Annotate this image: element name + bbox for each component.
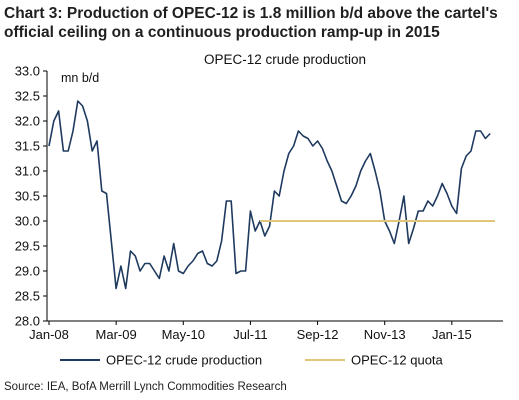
y-tick-label: 32.5 xyxy=(15,89,40,104)
series-line-production xyxy=(48,100,491,290)
x-tick-label: Jan-15 xyxy=(432,327,472,342)
y-tick-label: 28.0 xyxy=(15,314,40,329)
x-tick-label: Jul-11 xyxy=(233,327,267,342)
y-tick-label: 28.5 xyxy=(15,289,40,304)
y-tick-label: 29.0 xyxy=(15,264,40,279)
x-tick-label: Sep-12 xyxy=(297,327,339,342)
y-tick-label: 31.5 xyxy=(15,139,40,154)
legend-label: OPEC-12 quota xyxy=(351,353,444,368)
y-tick-label: 29.5 xyxy=(15,239,40,254)
y-tick-label: 31.0 xyxy=(15,164,40,179)
x-tick-label: Mar-09 xyxy=(96,327,137,342)
source-note: Source: IEA, BofA Merrill Lynch Commodit… xyxy=(4,381,287,393)
y-tick-label: 30.0 xyxy=(15,214,40,229)
y-tick-label: 30.5 xyxy=(15,189,40,204)
x-tick-label: Nov-13 xyxy=(364,327,406,342)
chart-heading: Chart 3: Production of OPEC-12 is 1.8 mi… xyxy=(4,5,498,41)
y-tick-label: 32.0 xyxy=(15,114,40,129)
plot-area: OPEC-12 crude production mn b/d 33.0 32.5 32… xyxy=(15,52,503,368)
x-tick-label: Jan-08 xyxy=(29,327,69,342)
y-tick-label: 33.0 xyxy=(15,64,40,79)
legend-label: OPEC-12 crude production xyxy=(106,353,262,368)
x-tick-label: May-10 xyxy=(162,327,205,342)
y-axis-label: mn b/d xyxy=(61,71,99,85)
chart-title: OPEC-12 crude production xyxy=(204,52,366,67)
